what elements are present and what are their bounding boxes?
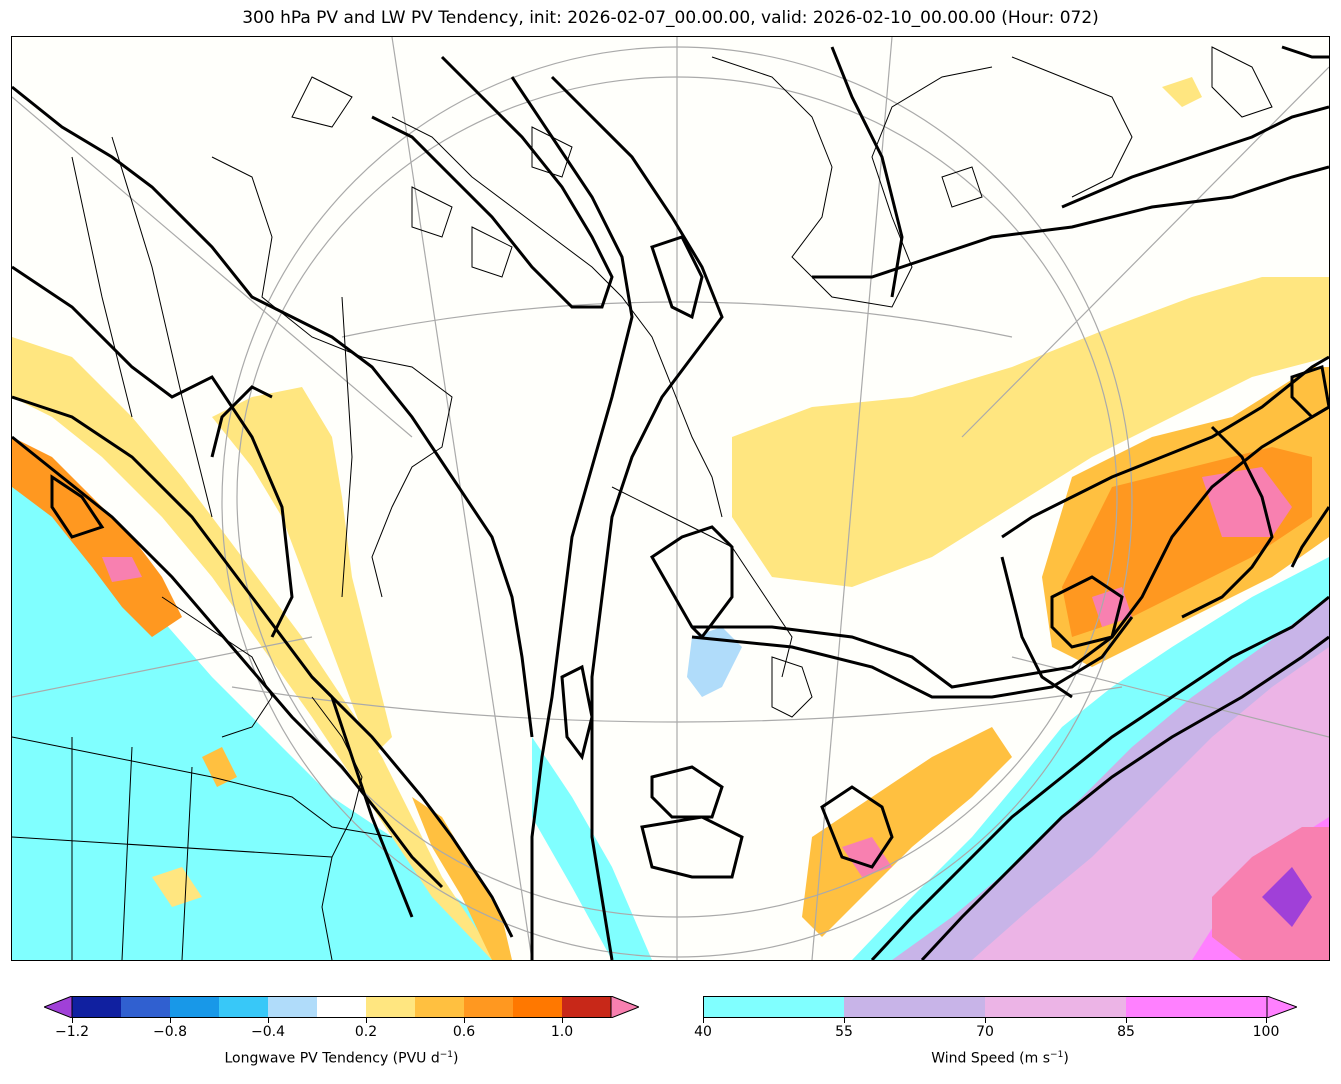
pv-neg-labrador xyxy=(687,627,742,697)
pv-contour-28 xyxy=(560,664,594,761)
pv-colorbar-label: Longwave PV Tendency (PVU d−1) xyxy=(224,1050,459,1067)
pv-contour-12 xyxy=(692,405,1329,689)
pv-contour-24 xyxy=(920,635,1329,960)
pv-contour-2 xyxy=(12,265,294,638)
pv-contour-19 xyxy=(1290,506,1329,568)
pv-tick: −0.8 xyxy=(153,1024,187,1040)
wind-tick: 40 xyxy=(694,1024,712,1040)
pv-contour-29 xyxy=(310,675,414,918)
pv-pos-peak-east xyxy=(1202,467,1292,537)
us-east-coast xyxy=(311,696,363,960)
pv-colorbar: −1.2 −0.8 −0.4 0.2 0.6 1.0 Longwave PV T… xyxy=(44,996,639,1076)
pv-colorbar-strip xyxy=(44,996,639,1018)
pv-contour-15 xyxy=(1290,365,1329,419)
wind-tick: 70 xyxy=(976,1024,994,1040)
provincial-lines xyxy=(71,136,353,598)
plot-title: 300 hPa PV and LW PV Tendency, init: 202… xyxy=(242,8,1099,28)
pv-pos-sw-dots xyxy=(202,747,237,787)
arctic-islands xyxy=(291,76,573,278)
newfoundland xyxy=(771,656,813,718)
pv-pos-southeast-peak xyxy=(842,837,892,877)
pv-contour-10 xyxy=(830,46,904,298)
pv-pos-band-west2 xyxy=(212,387,392,757)
pv-contour-22 xyxy=(1281,45,1329,59)
wind-colorbar-strip xyxy=(703,996,1297,1018)
pv-tick: 0.2 xyxy=(354,1024,378,1040)
canada-border xyxy=(12,736,393,838)
pv-contour-14 xyxy=(1050,575,1124,649)
pv-contour-27 xyxy=(640,815,744,879)
labrador-coast xyxy=(611,486,793,678)
wind-tick: 85 xyxy=(1117,1024,1135,1040)
wind-tick: 55 xyxy=(835,1024,853,1040)
meridian-2 xyxy=(391,37,533,960)
baffin-coast xyxy=(391,116,723,518)
pv-pos-eastcoast xyxy=(412,797,512,960)
pv-contour-26 xyxy=(650,765,724,819)
greenland-coast xyxy=(711,56,993,308)
pv-pos-southeast xyxy=(802,727,1012,937)
pv-contour-20 xyxy=(1061,105,1329,209)
wind-40-region-coast xyxy=(532,737,652,960)
wind-tick: 100 xyxy=(1252,1024,1280,1040)
pv-contour-5 xyxy=(50,474,105,539)
pv-tick: 0.6 xyxy=(452,1024,476,1040)
pv-pos-sw-dots2 xyxy=(152,867,202,907)
coastlines xyxy=(12,46,1273,960)
pv-contour-9 xyxy=(650,235,704,320)
pv-contour-25 xyxy=(820,785,894,869)
pv-contour-1 xyxy=(12,85,534,738)
pv-tick: 1.0 xyxy=(550,1024,574,1040)
pv-contour-6 xyxy=(510,76,634,960)
pv-contour-17 xyxy=(1000,556,1073,699)
svalbard-islands xyxy=(941,46,1273,208)
pv-pos-west-lakes xyxy=(12,437,182,637)
map-panel xyxy=(11,36,1330,961)
great-lakes xyxy=(161,596,273,738)
pv-tick: −0.4 xyxy=(251,1024,285,1040)
hudson-bay-coast xyxy=(211,156,453,598)
pv-contour-18 xyxy=(1181,425,1274,619)
pv-tendency-shading xyxy=(12,77,1329,960)
pv-pos-band-ne xyxy=(1162,77,1202,107)
pv-contour-21 xyxy=(812,165,1329,279)
pv-contour-30 xyxy=(210,385,273,458)
pv-contour-16 xyxy=(1001,355,1329,539)
pv-contour-4 xyxy=(12,435,444,889)
greenland-east xyxy=(1011,56,1133,198)
pv-contour-13 xyxy=(691,616,1134,699)
state-lines xyxy=(12,737,333,960)
pv-contour-11 xyxy=(650,525,734,640)
pv-pos-band-west xyxy=(12,337,512,960)
pv-contour-8 xyxy=(371,55,614,309)
meridian-6 xyxy=(12,636,313,698)
pv-tick: −1.2 xyxy=(55,1024,89,1040)
pv-contour-23 xyxy=(870,595,1329,960)
pv-pos-west-peak xyxy=(102,557,142,582)
pv-neg-bottom-right xyxy=(1262,867,1312,927)
pv-contour-7 xyxy=(550,75,724,960)
pv-pos-band-central xyxy=(732,277,1329,587)
wind-colorbar: 40 55 70 85 100 Wind Speed (m s−1) xyxy=(694,996,1297,1076)
wind-colorbar-label: Wind Speed (m s−1) xyxy=(931,1050,1069,1067)
pv-contours xyxy=(12,45,1329,960)
meridian-4 xyxy=(12,96,413,438)
